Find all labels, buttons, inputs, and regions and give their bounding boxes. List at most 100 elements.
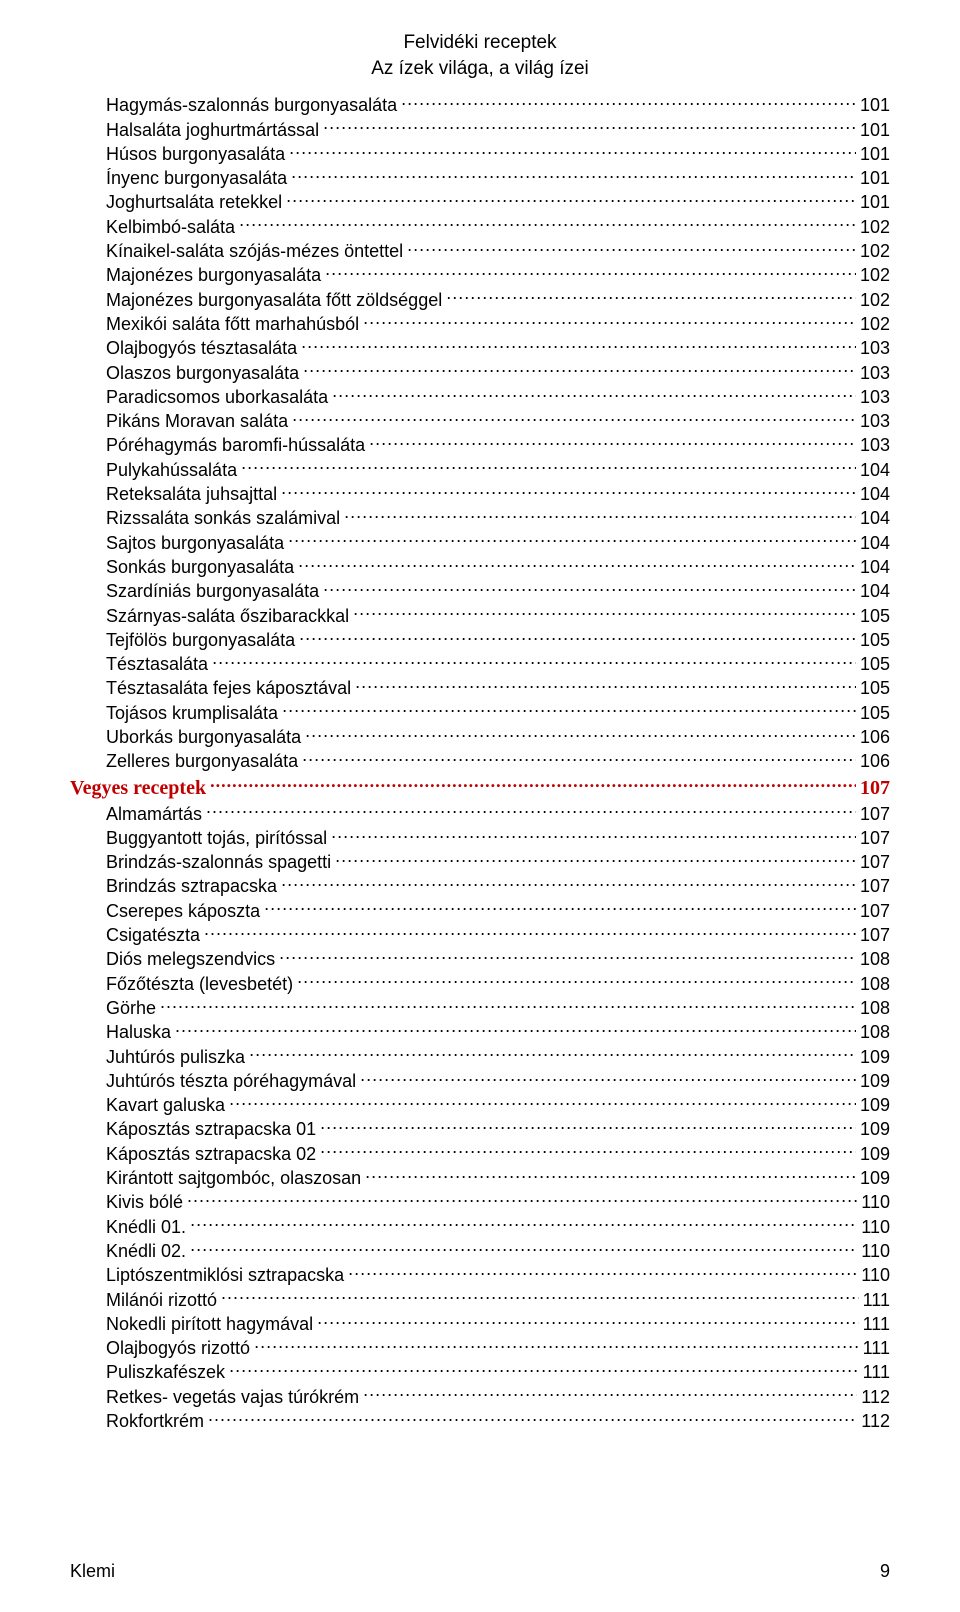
toc-section-heading: Vegyes receptek 107: [70, 774, 890, 802]
toc-entry: Halsaláta joghurtmártással 101: [70, 118, 890, 142]
toc-label: Majonézes burgonyasaláta: [106, 263, 321, 287]
toc-leader: [353, 604, 856, 622]
toc-entry: Kirántott sajtgombóc, olaszosan 109: [70, 1166, 890, 1190]
toc-label: Káposztás sztrapacska 01: [106, 1117, 316, 1141]
toc-entry: Brindzás-szalonnás spagetti 107: [70, 850, 890, 874]
toc-leader: [323, 579, 856, 597]
toc-entry: Olajbogyós rizottó 111: [70, 1336, 890, 1360]
toc-page-number: 106: [860, 749, 890, 773]
toc-page-number: 108: [860, 1020, 890, 1044]
toc-entry: Olaszos burgonyasaláta 103: [70, 361, 890, 385]
toc-label: Knédli 01.: [106, 1215, 186, 1239]
toc-leader: [204, 923, 856, 941]
toc-page-number: 107: [860, 899, 890, 923]
toc-label: Csigatészta: [106, 923, 200, 947]
toc-leader: [175, 1020, 856, 1038]
toc-leader: [190, 1239, 857, 1257]
toc-page-number: 107: [860, 923, 890, 947]
toc-page-number: 109: [860, 1117, 890, 1141]
toc-leader: [254, 1336, 859, 1354]
toc-leader: [363, 312, 856, 330]
toc-label: Olajbogyós tésztasaláta: [106, 336, 297, 360]
toc-leader: [208, 1409, 857, 1427]
toc-label: Reteksaláta juhsajttal: [106, 482, 277, 506]
toc-entry: Húsos burgonyasaláta 101: [70, 142, 890, 166]
toc-page-number: 110: [861, 1263, 890, 1287]
toc-entry: Reteksaláta juhsajttal 104: [70, 482, 890, 506]
toc-leader: [212, 652, 856, 670]
toc-label: Nokedli pirított hagymával: [106, 1312, 313, 1336]
toc-entry: Szardíniás burgonyasaláta 104: [70, 579, 890, 603]
toc-entry: Szárnyas-saláta őszibarackkal 105: [70, 604, 890, 628]
page-header: Felvidéki receptek Az ízek világa, a vil…: [70, 30, 890, 81]
toc-page-number: 108: [860, 972, 890, 996]
toc-page-number: 107: [860, 775, 890, 802]
toc-leader: [187, 1190, 857, 1208]
toc-leader: [160, 996, 856, 1014]
toc-page-number: 102: [860, 288, 890, 312]
toc-entry: Mexikói saláta főtt marhahúsból 102: [70, 312, 890, 336]
toc-page-number: 109: [860, 1093, 890, 1117]
toc-leader: [210, 774, 856, 794]
toc-label: Uborkás burgonyasaláta: [106, 725, 301, 749]
document-page: Felvidéki receptek Az ízek világa, a vil…: [0, 0, 960, 1612]
toc-label: Pulykahússaláta: [106, 458, 237, 482]
toc-entry: Joghurtsaláta retekkel 101: [70, 190, 890, 214]
toc-leader: [297, 972, 856, 990]
toc-entry: Rokfortkrém 112: [70, 1409, 890, 1433]
toc-entry: Juhtúrós tészta póréhagymával 109: [70, 1069, 890, 1093]
toc-leader: [301, 336, 856, 354]
toc-page-number: 111: [863, 1312, 890, 1336]
toc-leader: [249, 1045, 856, 1063]
toc-page-number: 105: [860, 604, 890, 628]
toc-leader: [305, 725, 856, 743]
toc-page-number: 102: [860, 215, 890, 239]
toc-leader: [279, 947, 856, 965]
toc-leader: [325, 263, 856, 281]
toc-label: Brindzás sztrapacska: [106, 874, 277, 898]
toc-page-number: 104: [860, 555, 890, 579]
toc-label: Halsaláta joghurtmártással: [106, 118, 319, 142]
toc-leader: [229, 1093, 856, 1111]
toc-entry: Cserepes káposzta 107: [70, 899, 890, 923]
page-footer: Klemi 9: [70, 1561, 890, 1582]
toc-page-number: 102: [860, 239, 890, 263]
toc-leader: [229, 1360, 859, 1378]
toc-page-number: 103: [860, 336, 890, 360]
toc-label: Diós melegszendvics: [106, 947, 275, 971]
toc-label: Kavart galuska: [106, 1093, 225, 1117]
toc-label: Majonézes burgonyasaláta főtt zöldséggel: [106, 288, 442, 312]
toc-leader: [221, 1288, 859, 1306]
toc-label: Kirántott sajtgombóc, olaszosan: [106, 1166, 361, 1190]
toc-entry: Uborkás burgonyasaláta 106: [70, 725, 890, 749]
toc-page-number: 107: [860, 802, 890, 826]
toc-entry: Zelleres burgonyasaláta 106: [70, 749, 890, 773]
toc-page-number: 107: [860, 826, 890, 850]
toc-page-number: 103: [860, 433, 890, 457]
toc-page-number: 112: [861, 1409, 890, 1433]
toc-entry: Puliszkafészek 111: [70, 1360, 890, 1384]
toc-leader: [289, 142, 856, 160]
toc-entry: Ínyenc burgonyasaláta 101: [70, 166, 890, 190]
toc-page-number: 102: [860, 263, 890, 287]
toc-leader: [363, 1385, 857, 1403]
toc-label: Szárnyas-saláta őszibarackkal: [106, 604, 349, 628]
toc-label: Pikáns Moravan saláta: [106, 409, 288, 433]
toc-entry: Milánói rizottó 111: [70, 1288, 890, 1312]
toc-label: Rizssaláta sonkás szalámival: [106, 506, 340, 530]
toc-page-number: 102: [860, 312, 890, 336]
toc-label: Káposztás sztrapacska 02: [106, 1142, 316, 1166]
toc-page-number: 111: [863, 1336, 890, 1360]
toc-page-number: 104: [860, 579, 890, 603]
toc-page-number: 104: [860, 482, 890, 506]
toc-entry: Tésztasaláta 105: [70, 652, 890, 676]
toc-page-number: 101: [860, 93, 890, 117]
toc-label: Cserepes káposzta: [106, 899, 260, 923]
toc-entry: Tésztasaláta fejes káposztával 105: [70, 676, 890, 700]
toc-leader: [292, 409, 856, 427]
toc-label: Tojásos krumplisaláta: [106, 701, 278, 725]
toc-leader: [303, 361, 856, 379]
toc-leader: [323, 118, 856, 136]
toc-entry: Haluska 108: [70, 1020, 890, 1044]
toc-page-number: 107: [860, 850, 890, 874]
